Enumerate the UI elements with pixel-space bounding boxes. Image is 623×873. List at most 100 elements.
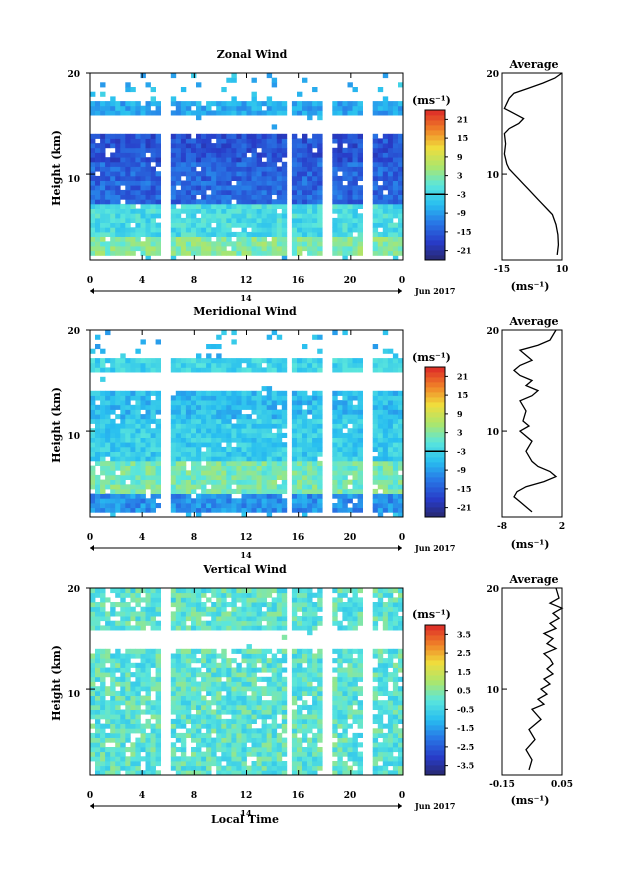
heatmap-cell [145, 446, 151, 452]
heatmap-cell [256, 597, 262, 603]
heatmap-cell [180, 246, 187, 252]
heatmap-cell [261, 493, 267, 499]
heatmap-cell [100, 742, 106, 748]
heatmap-cell [196, 648, 202, 654]
heatmap-cell [115, 765, 121, 771]
heatmap-cell [302, 437, 308, 443]
heatmap-cell [337, 747, 343, 753]
meridional-date-label: Jun 2017 [414, 543, 455, 553]
heatmap-cell [297, 714, 303, 720]
heatmap-cell [201, 648, 207, 654]
heatmap-cell [392, 507, 399, 513]
heatmap-cell [256, 199, 262, 205]
heatmap-cell [125, 460, 131, 466]
heatmap-cell [312, 718, 318, 724]
heatmap-cell [155, 213, 161, 219]
heatmap-cell [342, 110, 348, 116]
heatmap-cell [170, 765, 177, 771]
heatmap-cell [196, 428, 202, 434]
heatmap-cell [302, 428, 308, 434]
heatmap-cell [317, 194, 323, 200]
heatmap-cell [170, 73, 177, 79]
heatmap-cell [145, 414, 151, 420]
heatmap-cell [297, 479, 303, 485]
heatmap-cell [281, 456, 288, 462]
heatmap-cell [398, 143, 404, 149]
heatmap-cell [261, 147, 267, 153]
heatmap-cell [95, 418, 101, 424]
heatmap-cell [120, 105, 126, 111]
heatmap-cell [251, 227, 257, 233]
heatmap-cell [170, 437, 177, 443]
heatmap-cell [185, 672, 192, 678]
heatmap-cell [398, 105, 404, 111]
heatmap-cell [382, 474, 389, 480]
heatmap-cell [201, 765, 207, 771]
heatmap-cell [196, 414, 202, 420]
heatmap-cell [347, 606, 353, 612]
heatmap-cell [377, 460, 384, 466]
heatmap-cell [110, 667, 116, 673]
heatmap-cell [377, 700, 384, 706]
heatmap-cell [312, 676, 318, 682]
heatmap-cell [281, 250, 288, 256]
heatmap-cell [281, 718, 288, 724]
heatmap-cell [332, 770, 338, 776]
heatmap-cell [337, 676, 343, 682]
heatmap-cell [216, 625, 222, 631]
heatmap-cell [216, 208, 222, 214]
heatmap-cell [130, 446, 136, 452]
heatmap-cell [377, 479, 384, 485]
heatmap-cell [291, 620, 298, 626]
heatmap-cell [100, 437, 106, 443]
heatmap-cell [196, 611, 202, 617]
heatmap-cell [372, 185, 379, 191]
heatmap-cell [256, 423, 262, 429]
heatmap-cell [105, 616, 111, 622]
heatmap-cell [307, 175, 313, 181]
heatmap-cell [387, 395, 394, 401]
heatmap-cell [226, 625, 232, 631]
heatmap-cell [191, 460, 197, 466]
heatmap-cell [297, 648, 303, 654]
heatmap-cell [377, 428, 384, 434]
heatmap-cell [302, 686, 308, 692]
heatmap-cell [291, 236, 298, 242]
heatmap-cell [372, 189, 379, 195]
heatmap-cell [115, 737, 121, 743]
heatmap-cell [382, 432, 389, 438]
heatmap-cell [231, 451, 237, 457]
heatmap-cell [256, 418, 262, 424]
heatmap-cell [221, 460, 227, 466]
heatmap-cell [206, 217, 212, 223]
heatmap-cell [105, 648, 111, 654]
heatmap-cell [251, 742, 257, 748]
heatmap-cell [302, 718, 308, 724]
heatmap-cell [251, 658, 257, 664]
heatmap-cell [95, 222, 101, 228]
heatmap-cell [347, 152, 353, 158]
heatmap-cell [100, 770, 106, 776]
heatmap-cell [125, 110, 131, 116]
heatmap-cell [196, 250, 202, 256]
heatmap-cell [251, 592, 257, 598]
heatmap-cell [196, 737, 202, 743]
heatmap-cell [332, 180, 338, 186]
heatmap-cell [251, 718, 257, 724]
heatmap-cell [352, 208, 358, 214]
heatmap-cell [302, 77, 308, 83]
heatmap-cell [372, 456, 379, 462]
heatmap-cell [246, 704, 252, 710]
heatmap-cell [377, 498, 384, 504]
heatmap-cell [352, 87, 358, 93]
heatmap-cell [135, 105, 141, 111]
heatmap-cell [155, 180, 161, 186]
heatmap-cell [140, 470, 146, 476]
heatmap-cell [175, 451, 182, 457]
heatmap-cell [372, 493, 379, 499]
heatmap-cell [196, 147, 202, 153]
meridional-xtick-24: 0 [399, 533, 405, 543]
heatmap-cell [90, 658, 96, 664]
heatmap-cell [312, 606, 318, 612]
heatmap-cell [382, 231, 389, 237]
